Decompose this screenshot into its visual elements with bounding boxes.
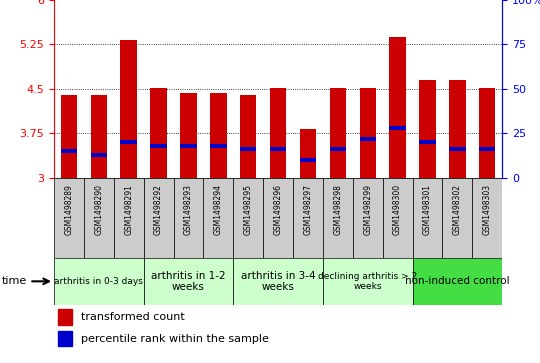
Bar: [120, 40, 137, 178]
Text: arthritis in 3-4
weeks: arthritis in 3-4 weeks: [241, 270, 315, 292]
Bar: [329, 88, 346, 178]
Bar: [210, 144, 227, 148]
Text: declining arthritis > 2
weeks: declining arthritis > 2 weeks: [318, 272, 417, 291]
Text: GSM1498291: GSM1498291: [124, 184, 133, 235]
Text: time: time: [2, 276, 27, 286]
Text: GSM1498298: GSM1498298: [333, 184, 342, 235]
Bar: [180, 93, 197, 178]
Bar: [270, 147, 286, 151]
Text: GSM1498293: GSM1498293: [184, 184, 193, 235]
Bar: [300, 129, 316, 178]
Bar: [150, 144, 167, 148]
Text: GSM1498290: GSM1498290: [94, 184, 103, 235]
Text: GSM1498294: GSM1498294: [214, 184, 223, 235]
Bar: [150, 88, 167, 178]
Bar: [120, 140, 137, 144]
Bar: [442, 178, 472, 258]
Bar: [60, 95, 77, 178]
Bar: [233, 258, 323, 305]
Text: GSM1498295: GSM1498295: [244, 184, 253, 235]
Bar: [210, 93, 227, 178]
Bar: [114, 178, 144, 258]
Bar: [449, 147, 465, 151]
Bar: [91, 153, 107, 157]
Bar: [300, 158, 316, 162]
Bar: [58, 309, 72, 325]
Bar: [413, 178, 442, 258]
Bar: [60, 149, 77, 153]
Bar: [180, 144, 197, 148]
Bar: [323, 178, 353, 258]
Bar: [389, 126, 406, 130]
Bar: [58, 331, 72, 346]
Bar: [479, 147, 496, 151]
Bar: [54, 178, 84, 258]
Bar: [479, 88, 496, 178]
Bar: [233, 178, 263, 258]
Bar: [360, 88, 376, 178]
Bar: [240, 95, 256, 178]
Bar: [293, 178, 323, 258]
Bar: [173, 178, 204, 258]
Bar: [419, 80, 436, 178]
Text: GSM1498296: GSM1498296: [274, 184, 282, 235]
Bar: [54, 258, 144, 305]
Text: GSM1498289: GSM1498289: [64, 184, 73, 235]
Bar: [270, 88, 286, 178]
Bar: [204, 178, 233, 258]
Text: GSM1498303: GSM1498303: [483, 184, 492, 235]
Bar: [329, 147, 346, 151]
Bar: [419, 140, 436, 144]
Text: transformed count: transformed count: [81, 312, 185, 322]
Bar: [263, 178, 293, 258]
Bar: [240, 147, 256, 151]
Bar: [144, 178, 173, 258]
Bar: [84, 178, 114, 258]
Bar: [383, 178, 413, 258]
Text: GSM1498299: GSM1498299: [363, 184, 372, 235]
Text: non-induced control: non-induced control: [405, 276, 510, 286]
Text: percentile rank within the sample: percentile rank within the sample: [81, 334, 269, 344]
Bar: [323, 258, 413, 305]
Text: GSM1498300: GSM1498300: [393, 184, 402, 235]
Text: GSM1498301: GSM1498301: [423, 184, 432, 235]
Bar: [360, 136, 376, 141]
Text: GSM1498297: GSM1498297: [303, 184, 313, 235]
Bar: [472, 178, 502, 258]
Bar: [353, 178, 383, 258]
Bar: [413, 258, 502, 305]
Text: arthritis in 0-3 days: arthritis in 0-3 days: [55, 277, 143, 286]
Text: arthritis in 1-2
weeks: arthritis in 1-2 weeks: [151, 270, 226, 292]
Text: GSM1498302: GSM1498302: [453, 184, 462, 235]
Bar: [144, 258, 233, 305]
Bar: [389, 37, 406, 178]
Bar: [449, 80, 465, 178]
Text: GSM1498292: GSM1498292: [154, 184, 163, 235]
Bar: [91, 95, 107, 178]
